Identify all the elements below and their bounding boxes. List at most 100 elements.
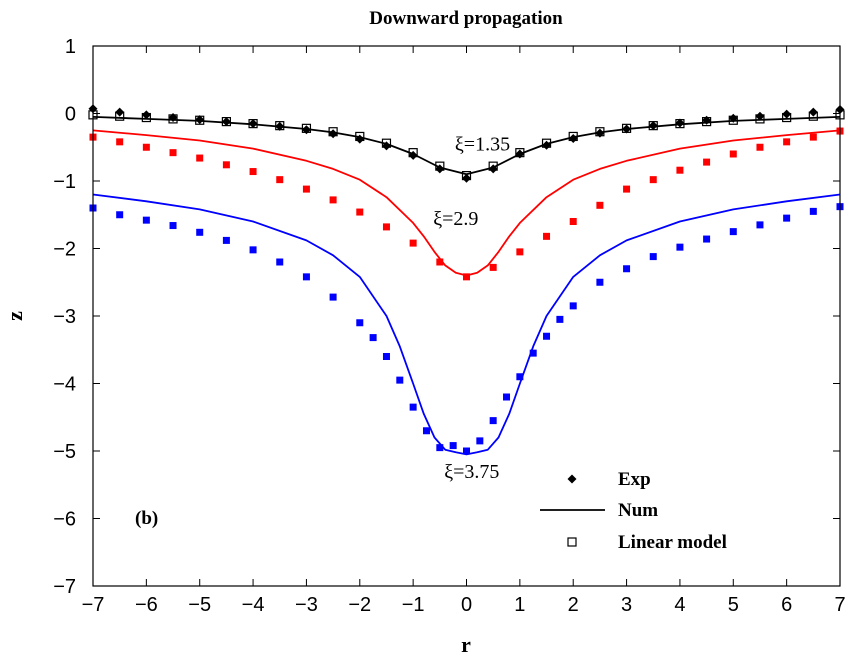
plot-frame bbox=[92, 45, 841, 587]
exp-point-xi_3.75 bbox=[503, 393, 511, 401]
y-tick-label: 1 bbox=[65, 36, 76, 58]
exp-point-xi_3.75 bbox=[169, 222, 177, 230]
exp-point-xi_2.9 bbox=[249, 168, 257, 176]
exp-point-xi_3.75 bbox=[649, 253, 657, 261]
exp-point-xi_1.35 bbox=[195, 115, 205, 125]
x-tick-label: −7 bbox=[82, 594, 105, 616]
exp-point-xi_2.9 bbox=[436, 258, 444, 266]
linear-model-point-xi_1.35 bbox=[621, 123, 632, 133]
exp-point-xi_3.75 bbox=[489, 417, 497, 425]
exp-point-xi_3.75 bbox=[409, 403, 417, 411]
x-tick-label: −5 bbox=[188, 594, 211, 616]
x-tick-label: 4 bbox=[674, 594, 685, 616]
exp-point-xi_1.35 bbox=[435, 164, 445, 174]
x-tick-label: −1 bbox=[402, 594, 425, 616]
y-axis-label: z bbox=[2, 311, 27, 321]
exp-point-xi_3.75 bbox=[196, 228, 204, 236]
exp-point-xi_3.75 bbox=[596, 278, 604, 286]
exp-point-xi_3.75 bbox=[116, 211, 124, 219]
x-tick-label: −4 bbox=[242, 594, 265, 616]
linear-model-point-xi_1.35 bbox=[488, 161, 498, 171]
exp-point-xi_2.9 bbox=[783, 138, 791, 146]
exp-point-xi_2.9 bbox=[356, 208, 364, 216]
axis-ticks: −7 −6 −5 −4 −3 −2 −1 0 1 2 3 4 5 6 7 1 0 −1 −2 −3 −4 −5 −6 −7 bbox=[53, 36, 845, 616]
linear-model-point-xi_1.35 bbox=[728, 115, 738, 125]
exp-point-xi_1.35 bbox=[675, 118, 685, 128]
legend: Exp Num Linear model bbox=[540, 469, 727, 553]
linear-model-point-xi_1.35 bbox=[461, 171, 472, 181]
exp-point-xi_3.75 bbox=[356, 319, 364, 327]
exp-point-xi_2.9 bbox=[196, 154, 204, 162]
legend-exp-marker bbox=[567, 474, 577, 484]
exp-point-xi_2.9 bbox=[169, 149, 177, 157]
linear-model-point-xi_1.35 bbox=[435, 161, 445, 171]
series-lines bbox=[92, 116, 841, 456]
x-tick-label: −3 bbox=[295, 594, 318, 616]
exp-point-xi_2.9 bbox=[142, 143, 150, 151]
exp-point-xi_1.35 bbox=[755, 111, 765, 121]
y-tick-label: −6 bbox=[53, 509, 76, 531]
linear-model-point-xi_1.35 bbox=[141, 112, 151, 123]
legend-entry-label: Linear model bbox=[618, 532, 727, 553]
chart-title: Downward propagation bbox=[369, 8, 563, 29]
plot-area bbox=[88, 104, 845, 456]
exp-point-xi_1.35 bbox=[568, 133, 578, 143]
linear-model-point-xi_1.35 bbox=[115, 111, 125, 121]
exp-point-xi_2.9 bbox=[116, 138, 124, 146]
curve-annotations: ξ=1.35 ξ=2.9 ξ=3.75 bbox=[433, 134, 510, 483]
exp-point-xi_3.75 bbox=[436, 444, 444, 452]
exp-point-xi_3.75 bbox=[396, 376, 404, 384]
linear-model-point-xi_1.35 bbox=[675, 119, 685, 129]
x-tick-label: 6 bbox=[781, 594, 792, 616]
y-tick-label: −4 bbox=[53, 374, 76, 396]
linear-model-point-xi_1.35 bbox=[595, 127, 605, 137]
exp-point-xi_3.75 bbox=[729, 228, 737, 236]
exp-point-xi_2.9 bbox=[463, 273, 470, 281]
x-axis-label: r bbox=[461, 632, 471, 657]
linear-model-point-xi_1.35 bbox=[248, 119, 258, 129]
panel-label: (b) bbox=[135, 508, 158, 529]
linear-model-point-xi_1.35 bbox=[355, 131, 365, 142]
exp-point-xi_1.35 bbox=[248, 119, 258, 129]
linear-model-point-xi_1.35 bbox=[515, 148, 525, 158]
exp-point-xi_1.35 bbox=[462, 173, 471, 183]
linear-model-point-xi_1.35 bbox=[568, 131, 578, 142]
legend-entry-label: Num bbox=[618, 500, 658, 521]
exp-point-xi_2.9 bbox=[569, 218, 577, 225]
exp-point-xi_2.9 bbox=[649, 176, 657, 184]
curve-annotation: ξ=2.9 bbox=[433, 208, 478, 230]
linear-model-point-xi_1.35 bbox=[782, 112, 792, 123]
linear-model-point-xi_1.35 bbox=[808, 111, 818, 121]
exp-point-xi_1.35 bbox=[488, 164, 498, 174]
linear-model-point-xi_1.35 bbox=[541, 138, 552, 148]
exp-point-xi_2.9 bbox=[409, 239, 417, 247]
exp-point-xi_3.75 bbox=[676, 243, 684, 251]
linear-model-point-xi_1.35 bbox=[381, 138, 392, 148]
exp-point-xi_2.9 bbox=[809, 133, 817, 141]
x-tick-label: 5 bbox=[728, 594, 739, 616]
exp-point-xi_3.75 bbox=[529, 349, 537, 357]
linear-model-point-xi_1.35 bbox=[195, 115, 205, 125]
exp-point-xi_2.9 bbox=[329, 196, 337, 204]
linear-model-point-xi_1.35 bbox=[328, 127, 338, 137]
linear-model-point-xi_1.35 bbox=[221, 116, 231, 127]
exp-point-xi_2.9 bbox=[543, 232, 551, 240]
exp-point-xi_3.75 bbox=[222, 236, 230, 244]
exp-point-xi_3.75 bbox=[329, 293, 337, 301]
exp-point-xi_1.35 bbox=[542, 140, 552, 150]
exp-point-xi_2.9 bbox=[756, 143, 764, 151]
exp-point-xi_2.9 bbox=[302, 185, 310, 193]
x-tick-label: 7 bbox=[834, 594, 845, 616]
linear-model-point-xi_1.35 bbox=[755, 114, 765, 124]
exp-point-xi_3.75 bbox=[463, 447, 470, 455]
exp-point-xi_3.75 bbox=[543, 332, 551, 340]
x-tick-label: 1 bbox=[514, 594, 525, 616]
legend-entry-label: Exp bbox=[618, 469, 651, 490]
exp-point-xi_3.75 bbox=[783, 214, 791, 222]
y-tick-label: 0 bbox=[65, 104, 76, 126]
exp-point-xi_3.75 bbox=[569, 302, 577, 310]
exp-point-xi_2.9 bbox=[222, 161, 230, 169]
exp-point-xi_1.35 bbox=[328, 129, 338, 139]
linear-model-point-xi_1.35 bbox=[275, 121, 285, 131]
exp-point-xi_3.75 bbox=[369, 334, 377, 342]
